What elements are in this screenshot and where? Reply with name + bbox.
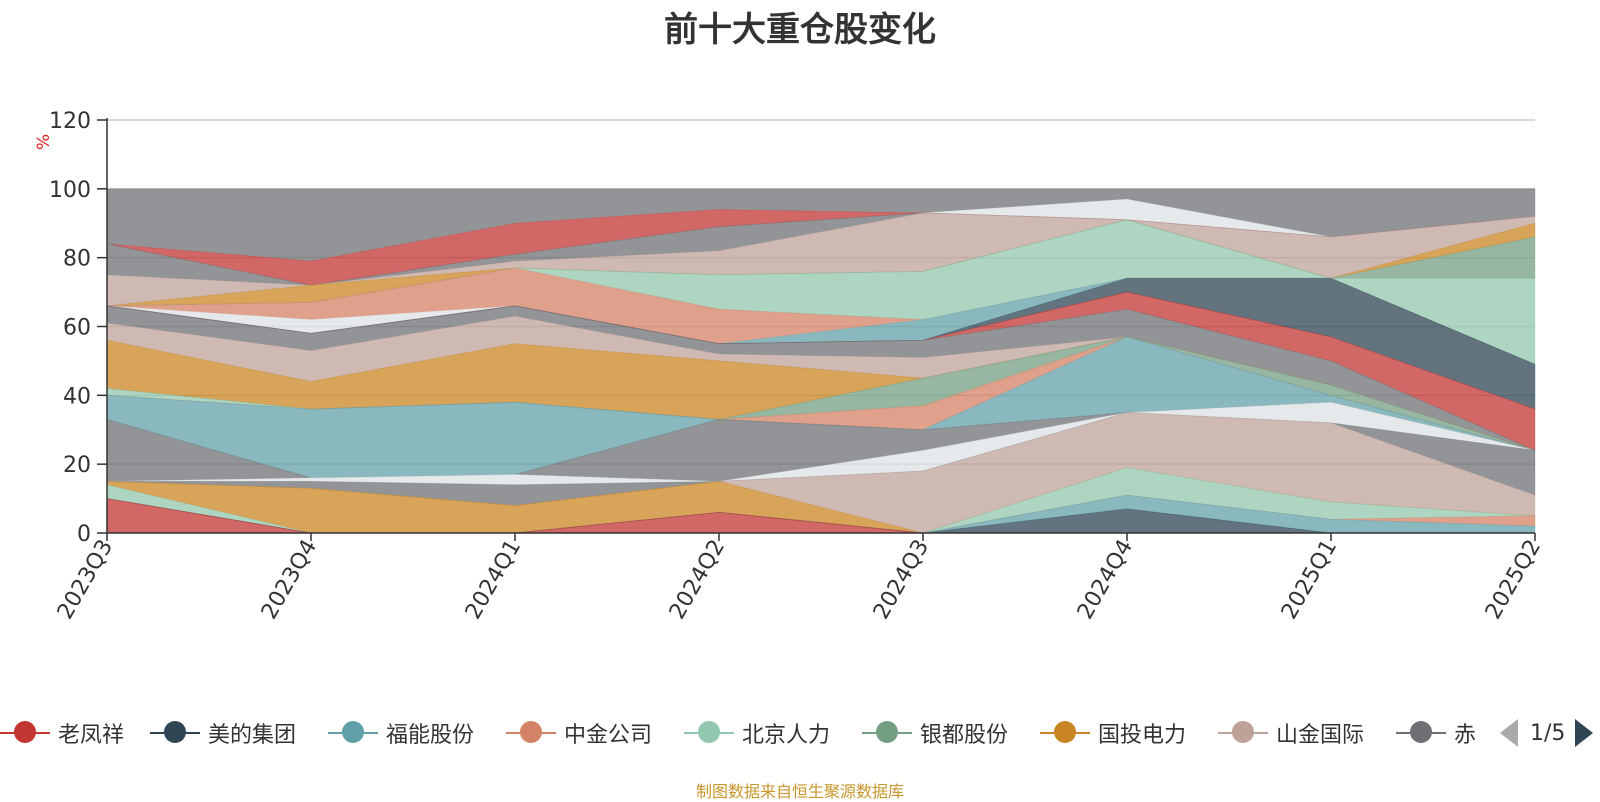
y-tick-label: 40 [63, 384, 91, 409]
legend-item[interactable]: 赤 [1396, 715, 1476, 751]
area-band [106, 277, 1536, 410]
area-band [106, 267, 1536, 365]
legend-marker-icon [506, 715, 556, 751]
legend-marker-icon [862, 715, 912, 751]
chart-title: 前十大重仓股变化 [664, 10, 936, 50]
legend-label: 中金公司 [564, 723, 653, 748]
legend-marker-icon [0, 715, 50, 751]
area-band [106, 277, 1536, 365]
x-tick-label: 2023Q4 [257, 536, 322, 624]
area-band [106, 291, 1536, 452]
y-tick-label: 120 [49, 109, 91, 134]
legend-pager: 1/5 [1500, 715, 1600, 751]
area-band [106, 277, 1536, 365]
legend-marker-icon [684, 715, 734, 751]
legend-item[interactable]: 老凤祥 [0, 715, 124, 751]
legend-next-page-icon[interactable] [1575, 719, 1594, 747]
legend-item[interactable]: 中金公司 [506, 715, 652, 751]
legend-item[interactable]: 银都股份 [862, 715, 1008, 751]
legend-label: 银都股份 [920, 723, 1009, 748]
x-tick-label: 2023Q3 [53, 536, 118, 624]
x-tick-label: 2025Q1 [1277, 536, 1342, 624]
data-source-note: 制图数据来自恒生聚源数据库 [695, 782, 904, 801]
legend-page-indicator: 1/5 [1530, 720, 1566, 746]
legend: 老凤祥 美的集团 福能股份 中金公司 北京人力 银都股份 国投电力 山金国际 赤 [0, 715, 1485, 751]
y-tick-label: 60 [63, 316, 91, 341]
y-tick-label: 100 [49, 178, 91, 203]
legend-marker-icon [1218, 715, 1268, 751]
legend-marker-icon [1040, 715, 1090, 751]
legend-label: 国投电力 [1098, 723, 1187, 748]
x-tick-label: 2024Q3 [869, 536, 934, 624]
legend-marker-icon [150, 715, 200, 751]
y-tick-label: 20 [63, 453, 91, 478]
legend-item[interactable]: 国投电力 [1040, 715, 1186, 751]
x-tick-label: 2025Q2 [1481, 536, 1546, 624]
x-tick-label: 2024Q4 [1073, 536, 1138, 624]
legend-item[interactable]: 美的集团 [150, 715, 296, 751]
x-tick-label: 2024Q2 [665, 536, 730, 624]
legend-label: 美的集团 [208, 723, 297, 748]
legend-label: 赤 [1454, 723, 1477, 748]
legend-marker-icon [328, 715, 378, 751]
legend-label: 老凤祥 [58, 723, 125, 748]
legend-item[interactable]: 山金国际 [1218, 715, 1364, 751]
legend-label: 北京人力 [742, 723, 831, 748]
legend-marker-icon [1396, 715, 1446, 751]
legend-label: 福能股份 [386, 723, 475, 748]
legend-prev-page-icon[interactable] [1500, 719, 1518, 747]
x-tick-label: 2024Q1 [461, 536, 526, 624]
y-tick-label: 0 [77, 522, 91, 547]
area-band [106, 498, 1535, 534]
legend-item[interactable]: 北京人力 [684, 715, 830, 751]
legend-item[interactable]: 福能股份 [328, 715, 474, 751]
legend-label: 山金国际 [1276, 723, 1365, 748]
y-tick-label: 80 [63, 247, 91, 272]
